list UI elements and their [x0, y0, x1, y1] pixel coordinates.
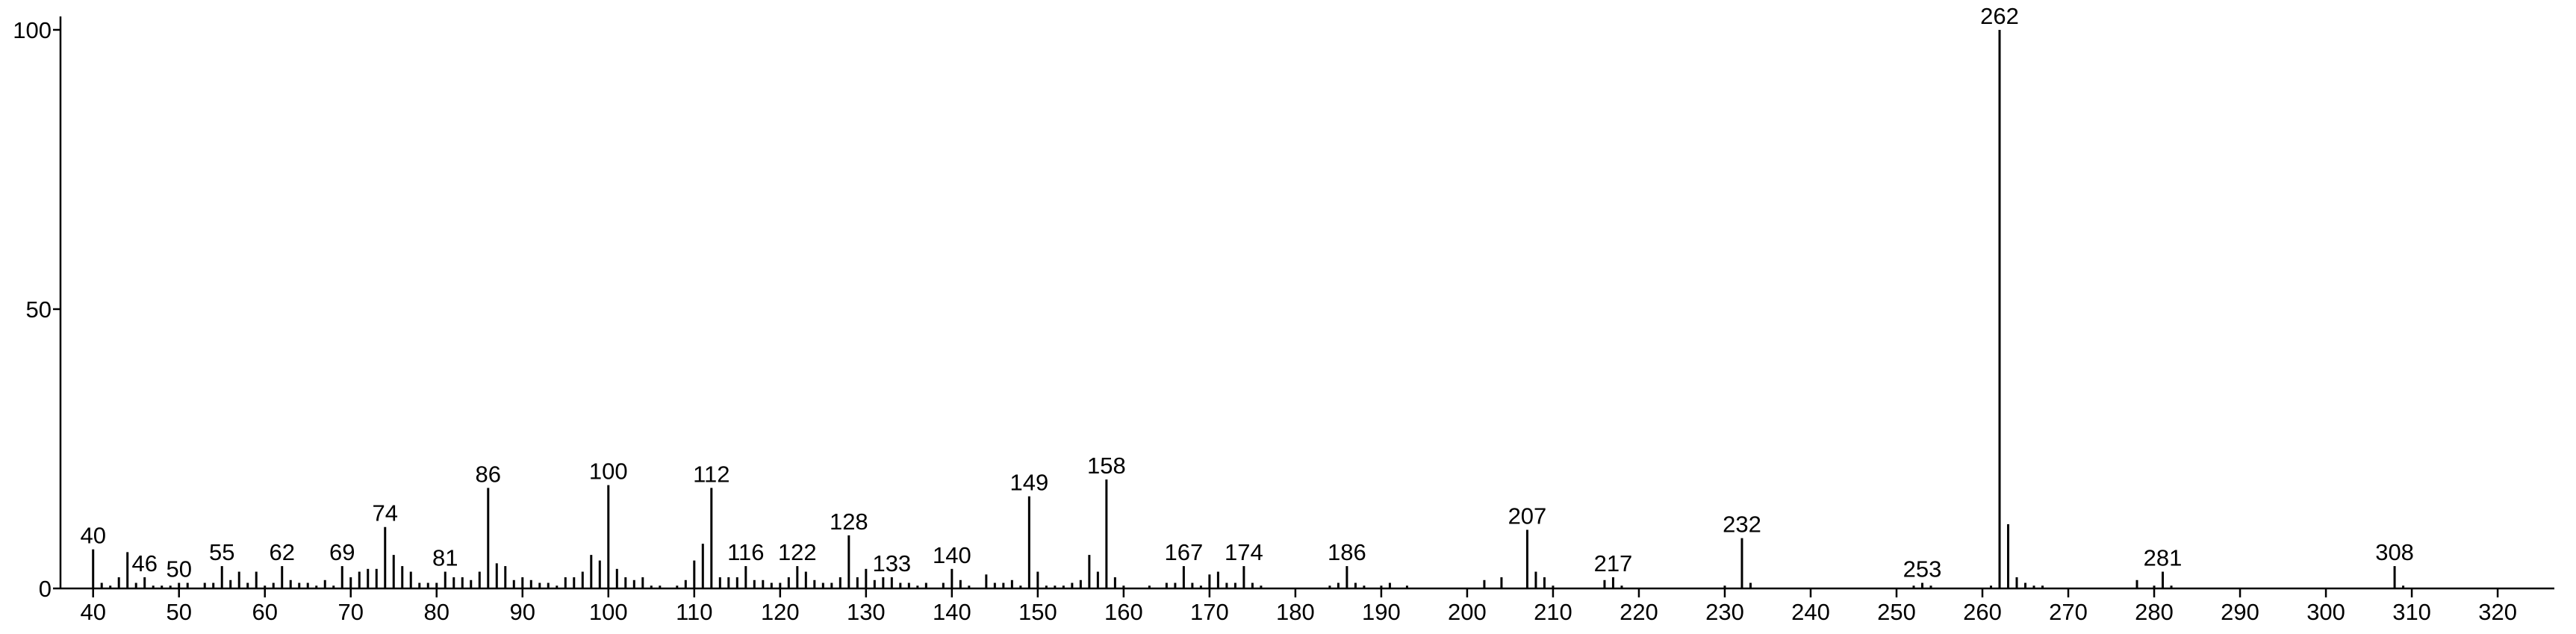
- x-tick-label: 190: [1362, 599, 1401, 625]
- x-tick-label: 110: [676, 599, 712, 625]
- x-tick-label: 50: [166, 599, 191, 625]
- peak-label: 50: [166, 556, 191, 582]
- x-tick-label: 90: [510, 599, 535, 625]
- peak-label: 281: [2144, 545, 2183, 571]
- peak-label: 167: [1165, 539, 1204, 565]
- peak-label: 55: [209, 539, 234, 565]
- peak-label: 46: [131, 550, 157, 576]
- peak-label: 112: [693, 461, 729, 487]
- x-tick-label: 140: [933, 599, 971, 625]
- peak-label: 122: [778, 539, 817, 565]
- peak-label: 217: [1594, 550, 1633, 576]
- x-tick-label: 260: [1963, 599, 2002, 625]
- x-tick-label: 100: [589, 599, 628, 625]
- peak-label: 158: [1087, 453, 1126, 479]
- peak-label: 133: [872, 550, 911, 576]
- x-tick-label: 250: [1877, 599, 1916, 625]
- x-tick-label: 240: [1791, 599, 1830, 625]
- peak-label: 62: [269, 539, 294, 565]
- peak-label: 74: [373, 500, 398, 526]
- y-tick-label: 0: [39, 576, 52, 602]
- x-tick-label: 180: [1276, 599, 1315, 625]
- peak-label: 149: [1009, 470, 1048, 496]
- x-tick-label: 230: [1705, 599, 1744, 625]
- x-tick-label: 290: [2221, 599, 2259, 625]
- peak-label: 81: [432, 545, 458, 571]
- x-tick-label: 170: [1190, 599, 1229, 625]
- x-tick-label: 80: [424, 599, 449, 625]
- x-tick-label: 280: [2135, 599, 2174, 625]
- peak-label: 262: [1980, 3, 2019, 29]
- x-tick-label: 220: [1620, 599, 1658, 625]
- y-tick-label: 50: [26, 296, 52, 323]
- peak-label: 40: [80, 523, 105, 549]
- peak-label: 232: [1723, 512, 1761, 538]
- peak-label: 186: [1328, 539, 1366, 565]
- peak-label: 140: [933, 542, 971, 568]
- peak-label: 100: [589, 459, 628, 485]
- x-tick-label: 130: [847, 599, 886, 625]
- x-tick-label: 60: [252, 599, 277, 625]
- peak-label: 69: [329, 539, 355, 565]
- peak-label: 253: [1903, 556, 1942, 582]
- x-tick-label: 270: [2049, 599, 2088, 625]
- peak-label: 86: [476, 461, 501, 487]
- x-tick-label: 200: [1448, 599, 1487, 625]
- x-tick-label: 310: [2392, 599, 2431, 625]
- x-tick-label: 300: [2306, 599, 2345, 625]
- x-tick-label: 70: [338, 599, 364, 625]
- x-tick-label: 40: [80, 599, 105, 625]
- y-tick-label: 100: [13, 17, 52, 43]
- x-tick-label: 320: [2478, 599, 2517, 625]
- peak-label: 116: [727, 539, 764, 565]
- x-tick-label: 120: [761, 599, 800, 625]
- peak-label: 128: [830, 509, 868, 535]
- peak-label: 308: [2375, 539, 2414, 565]
- peak-label: 174: [1225, 539, 1263, 565]
- x-tick-label: 210: [1534, 599, 1572, 625]
- peak-label: 207: [1508, 503, 1547, 529]
- x-tick-label: 150: [1018, 599, 1057, 625]
- x-tick-label: 160: [1104, 599, 1143, 625]
